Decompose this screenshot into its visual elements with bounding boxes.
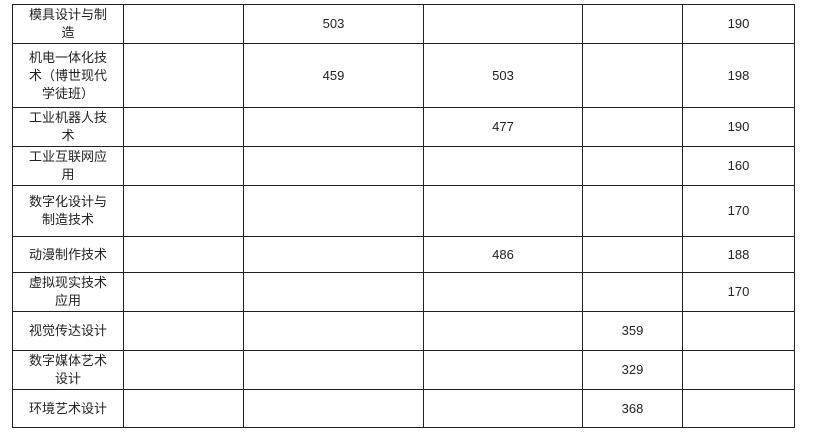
score-cell [582, 272, 683, 312]
major-name-cell: 数字媒体艺术设计 [12, 350, 124, 390]
score-cell [423, 146, 583, 186]
score-cell [423, 272, 583, 312]
table-row: 工业互联网应用 160 [12, 146, 795, 186]
score-cell: 486 [423, 236, 583, 273]
score-cell [682, 350, 795, 390]
major-name-cell: 动漫制作技术 [12, 236, 124, 273]
score-cell [123, 107, 244, 147]
table-row: 视觉传达设计 359 [12, 311, 795, 351]
major-name-cell: 数字化设计与制造技术 [12, 185, 124, 237]
score-cell [423, 4, 583, 44]
score-cell [582, 185, 683, 237]
score-cell [243, 146, 424, 186]
score-cell: 459 [243, 43, 424, 108]
score-cell [423, 185, 583, 237]
score-cell: 359 [582, 311, 683, 351]
table-row: 工业机器人技术 477 190 [12, 107, 795, 147]
score-cell [582, 4, 683, 44]
score-cell [243, 236, 424, 273]
score-cell [582, 107, 683, 147]
major-name-cell: 工业互联网应用 [12, 146, 124, 186]
score-cell: 190 [682, 4, 795, 44]
score-cell [123, 185, 244, 237]
major-name-cell: 视觉传达设计 [12, 311, 124, 351]
score-cell [582, 146, 683, 186]
score-cell: 198 [682, 43, 795, 108]
score-cell [582, 236, 683, 273]
major-name-cell: 环境艺术设计 [12, 389, 124, 428]
score-cell [682, 311, 795, 351]
score-cell [123, 389, 244, 428]
table-row: 机电一体化技术（博世现代学徒班） 459 503 198 [12, 43, 795, 108]
score-cell [123, 146, 244, 186]
table-row: 模具设计与制造 503 190 [12, 4, 795, 44]
score-cell [123, 311, 244, 351]
score-cell: 477 [423, 107, 583, 147]
score-cell [423, 311, 583, 351]
table-row: 数字媒体艺术设计 329 [12, 350, 795, 390]
score-cell: 170 [682, 185, 795, 237]
score-cell [582, 43, 683, 108]
score-cell [123, 4, 244, 44]
score-cell [123, 236, 244, 273]
score-cell: 503 [423, 43, 583, 108]
score-cell [243, 107, 424, 147]
score-cell [243, 311, 424, 351]
score-cell [682, 389, 795, 428]
major-name-cell: 工业机器人技术 [12, 107, 124, 147]
score-cell [243, 350, 424, 390]
score-cell: 329 [582, 350, 683, 390]
score-cell: 368 [582, 389, 683, 428]
score-cell: 160 [682, 146, 795, 186]
score-cell: 170 [682, 272, 795, 312]
table-row: 环境艺术设计 368 [12, 389, 795, 428]
score-cell: 503 [243, 4, 424, 44]
table-row: 虚拟现实技术应用 170 [12, 272, 795, 312]
score-cell [243, 185, 424, 237]
major-name-cell: 虚拟现实技术应用 [12, 272, 124, 312]
score-cell [243, 389, 424, 428]
score-cell [243, 272, 424, 312]
score-table: 模具设计与制造 503 190 机电一体化技术（博世现代学徒班） 459 503 198 工业… [12, 4, 795, 428]
score-cell: 190 [682, 107, 795, 147]
major-name-cell: 模具设计与制造 [12, 4, 124, 44]
score-cell [123, 272, 244, 312]
score-cell [423, 389, 583, 428]
table-row: 数字化设计与制造技术 170 [12, 185, 795, 237]
table-row: 动漫制作技术 486 188 [12, 236, 795, 273]
score-cell [423, 350, 583, 390]
score-cell [123, 43, 244, 108]
score-cell [123, 350, 244, 390]
major-name-cell: 机电一体化技术（博世现代学徒班） [12, 43, 124, 108]
score-cell: 188 [682, 236, 795, 273]
